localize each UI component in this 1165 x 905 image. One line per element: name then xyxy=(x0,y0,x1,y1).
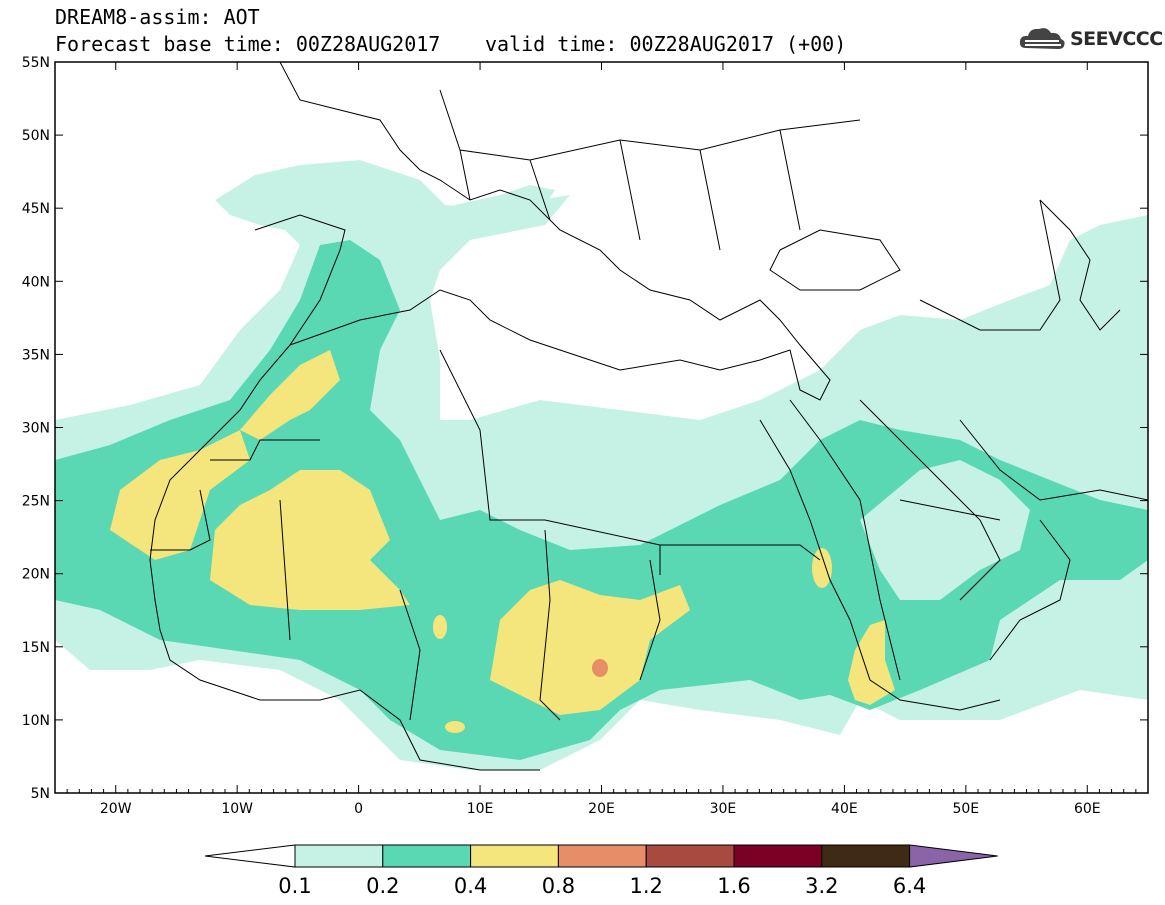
aot-band-0.4-mali xyxy=(210,470,410,610)
coastline-arabia xyxy=(789,399,1148,681)
colorbar-high-arrow xyxy=(909,844,998,868)
lon-label: 10W xyxy=(221,801,253,817)
colorbar-label: 3.2 xyxy=(805,874,838,898)
lat-label: 5N xyxy=(31,786,50,802)
borders-africa xyxy=(150,349,821,721)
valid-time: valid time: 00Z28AUG2017 (+00) xyxy=(485,32,847,56)
aot-band-0.4-westsahara xyxy=(110,430,250,560)
aot-band-0.4-sudan xyxy=(812,548,832,588)
lat-label: 15N xyxy=(22,640,50,656)
colorbar-swatch xyxy=(821,844,911,868)
lat-label: 20N xyxy=(22,567,50,583)
colorbar-swatch xyxy=(470,844,559,868)
lon-label: 20E xyxy=(588,801,615,817)
lon-label: 60E xyxy=(1074,801,1101,817)
coastline-caspian xyxy=(1039,199,1121,331)
forecast-base-time: Forecast base time: 00Z28AUG2017 xyxy=(55,32,441,56)
colorbar-label: 1.2 xyxy=(629,874,662,898)
lon-label: 0 xyxy=(354,801,363,817)
lon-label: 20W xyxy=(100,801,132,817)
coastline-africa xyxy=(149,344,540,771)
lon-label: 10E xyxy=(467,801,494,817)
colorbar-label: 0.4 xyxy=(454,874,487,898)
product-title: DREAM8-assim: AOT xyxy=(55,5,260,29)
borders-europe xyxy=(439,89,861,251)
colorbar-label: 0.2 xyxy=(366,874,399,898)
lon-label: 40E xyxy=(831,801,858,817)
aot-band-0.4-small xyxy=(445,721,465,733)
colorbar-swatch xyxy=(382,844,472,868)
lat-label: 55N xyxy=(22,55,50,71)
latitude-axis: 55N 50N 45N 40N 35N 30N 25N 20N 15N 10N 5N xyxy=(22,55,1148,802)
lat-label: 30N xyxy=(22,421,50,437)
colorbar-label: 6.4 xyxy=(893,874,926,898)
colorbar-swatch xyxy=(557,844,647,868)
aot-band-0.4-small2 xyxy=(433,615,447,639)
cloud-icon xyxy=(1019,28,1065,49)
coastlines-borders xyxy=(149,62,1148,771)
colorbar-label: 1.6 xyxy=(717,874,750,898)
lon-label: 30E xyxy=(710,801,737,817)
lat-label: 25N xyxy=(22,494,50,510)
longitude-axis: 20W 10W 0 10E 20E 30E 40E 50E 60E xyxy=(54,62,1149,817)
borders-middleeast xyxy=(859,199,1061,601)
coastline-blacksea xyxy=(769,229,901,291)
colorbar-low-arrow xyxy=(204,844,296,868)
colorbar-swatch xyxy=(733,844,823,868)
coastline-europe xyxy=(254,62,831,401)
lat-label: 40N xyxy=(22,274,50,290)
seevccc-logo: SEEVCCC xyxy=(1018,24,1163,54)
aot-band-0.2-arabia xyxy=(860,460,1030,600)
aot-band-0.4-chad xyxy=(490,580,690,715)
lat-label: 35N xyxy=(22,347,50,363)
lat-label: 10N xyxy=(22,713,50,729)
lat-label: 50N xyxy=(22,128,50,144)
logo-text: SEEVCCC xyxy=(1070,28,1163,50)
coastline-redsea xyxy=(759,419,1001,711)
colorbar-label: 0.1 xyxy=(278,874,311,898)
colorbar-swatch xyxy=(294,844,384,868)
aot-contours xyxy=(55,160,1148,770)
aot-band-0.4-morocco xyxy=(240,350,340,440)
lat-label: 45N xyxy=(22,201,50,217)
colorbar-swatch xyxy=(645,844,735,868)
aot-band-0.1-balkan xyxy=(455,185,555,215)
aot-band-0.4-yemen xyxy=(848,620,895,705)
colorbar-label: 0.8 xyxy=(542,874,575,898)
aot-band-0.8-chad xyxy=(592,659,608,677)
colorbar: 0.1 0.2 0.4 0.8 1.2 1.6 3.2 6.4 xyxy=(204,844,998,898)
lon-label: 50E xyxy=(952,801,979,817)
